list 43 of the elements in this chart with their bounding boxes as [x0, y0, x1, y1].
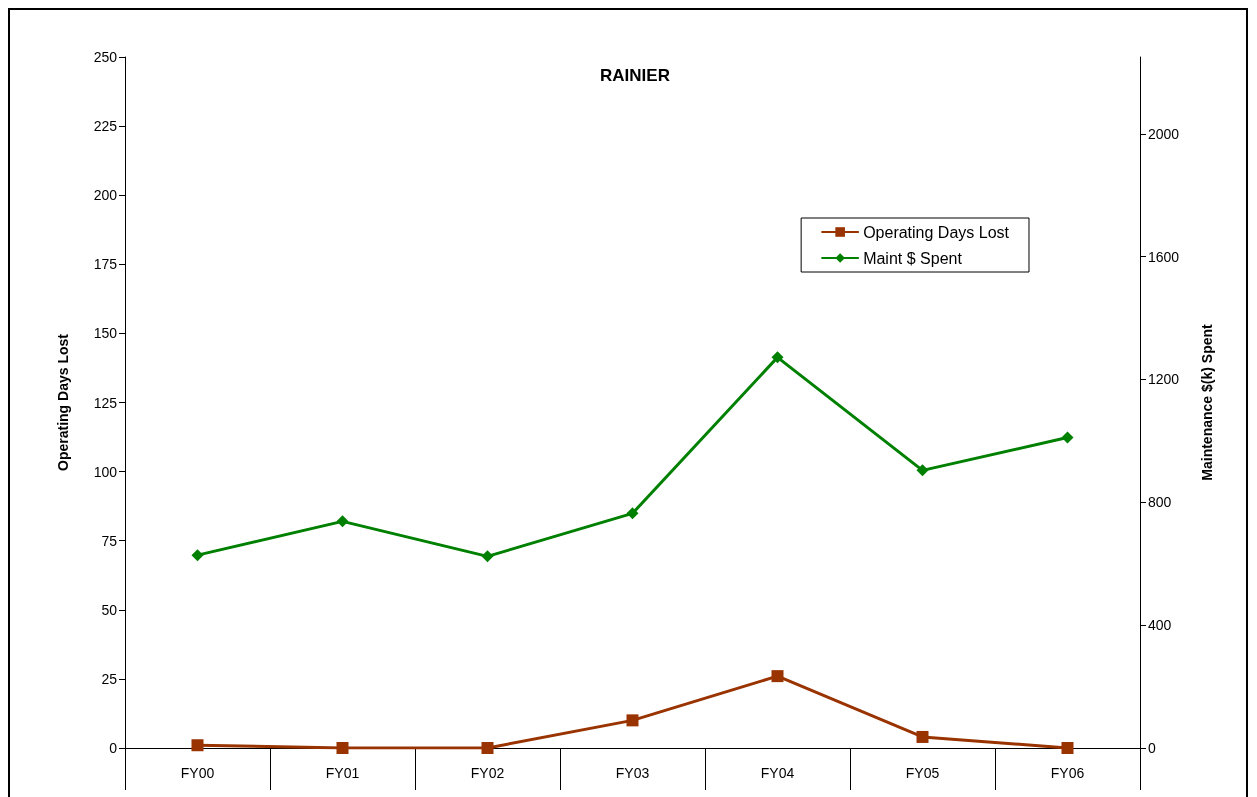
y2-axis-title: Maintenance $(k) Spent: [1199, 323, 1215, 481]
point: [626, 714, 639, 727]
y-axis-title: Operating Days Lost: [55, 333, 71, 471]
y2-tick-label: 1600: [1148, 248, 1180, 265]
x-tick-label: FY05: [905, 765, 940, 781]
point: [916, 730, 929, 743]
point: [191, 549, 204, 562]
x-tick-label: FY04: [760, 765, 795, 781]
point: [916, 464, 929, 477]
y-tick-label: 200: [93, 187, 118, 204]
legend-label: Maint $ Spent: [863, 249, 963, 267]
y-tick-label: 50: [101, 601, 118, 618]
y2-tick-label: 0: [1148, 740, 1156, 756]
point: [771, 670, 784, 683]
y-tick-label: 0: [109, 740, 118, 756]
y2-tick-label: 2000: [1148, 125, 1180, 142]
x-tick-label: FY06: [1050, 765, 1085, 781]
x-tick-label: FY01: [325, 765, 360, 781]
y2-tick-label: 800: [1148, 494, 1172, 511]
y-tick-label: 150: [93, 325, 118, 342]
point: [481, 742, 494, 754]
y2-tick-label: 400: [1148, 617, 1172, 634]
y-tick-label: 100: [93, 463, 118, 480]
text: RAINIER: [600, 66, 670, 85]
x-tick-label: FY03: [615, 765, 650, 781]
y-tick-label: 250: [93, 49, 118, 65]
point: [336, 515, 349, 528]
y-tick-label: 75: [101, 532, 118, 549]
point: [191, 739, 204, 752]
point: [1061, 742, 1074, 754]
y-tick-label: 175: [93, 256, 118, 273]
y-tick-label: 125: [93, 394, 118, 411]
y-tick-label: 25: [101, 670, 118, 687]
x-tick-label: FY02: [470, 765, 505, 781]
point: [336, 742, 349, 754]
x-tick-label: FY00: [180, 765, 215, 781]
y2-tick-label: 1200: [1148, 371, 1180, 388]
y-tick-label: 225: [93, 118, 118, 135]
point: [626, 507, 639, 520]
legend-label: Operating Days Lost: [863, 223, 1010, 241]
point: [771, 351, 784, 364]
point: [481, 550, 494, 563]
point: [1061, 431, 1074, 444]
